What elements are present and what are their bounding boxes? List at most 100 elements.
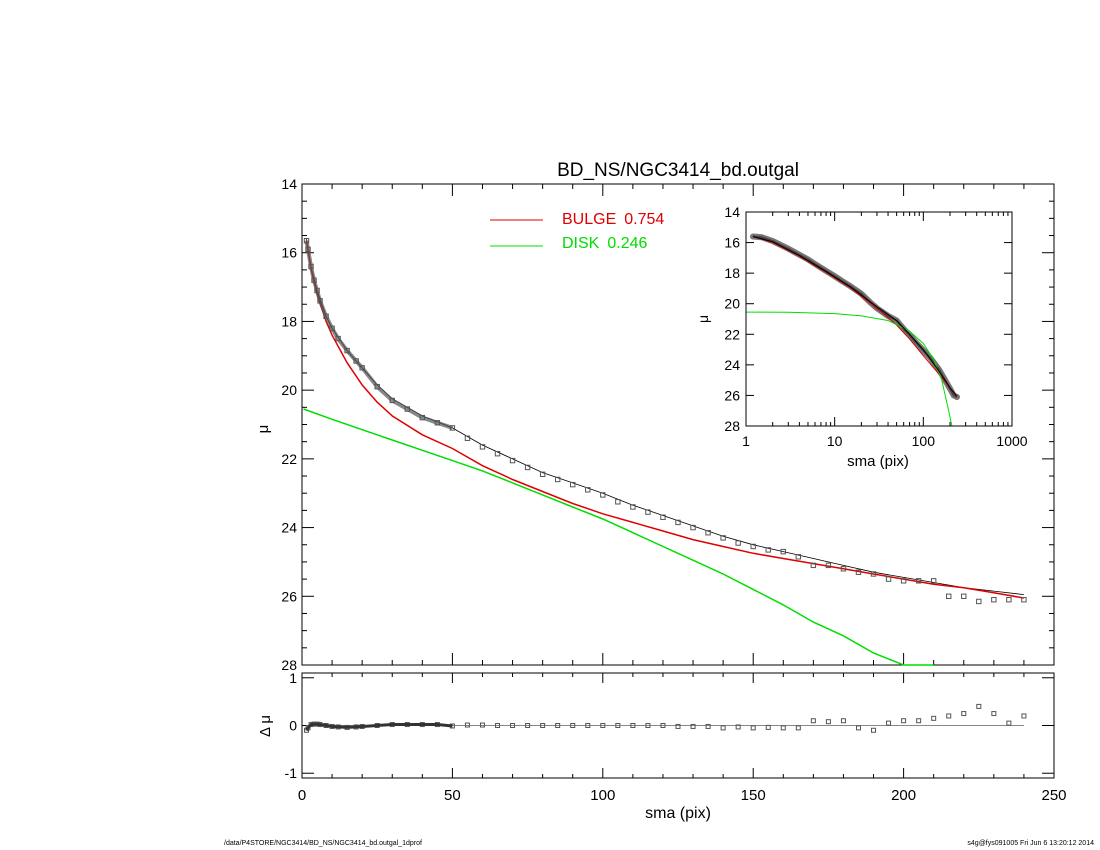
main-data-point [464, 435, 471, 441]
inset-xtick-label: 1000 [996, 433, 1027, 449]
inset-y-axis-label: μ [695, 315, 711, 323]
residual-xtick-label: 250 [1041, 787, 1066, 804]
residual-panel: 10-1 0 50 100 150 200 250 Δ μ sma (pix) [257, 670, 1067, 822]
main-data-point [539, 471, 546, 478]
main-data-point [600, 492, 606, 498]
residual-point [570, 723, 576, 728]
main-ytick-label: 28 [281, 657, 297, 673]
inset-ytick-label: 14 [724, 204, 740, 220]
residual-point [780, 725, 786, 731]
residual-point [510, 723, 516, 728]
inset-ytick-label: 16 [724, 235, 740, 251]
x-axis-label: sma (pix) [645, 805, 711, 822]
residual-point [555, 723, 561, 728]
inset-series-disk [745, 311, 953, 427]
main-ytick-label: 24 [281, 520, 297, 536]
residual-point [525, 723, 531, 728]
residual-ytick-label: 0 [289, 718, 297, 734]
residual-point [916, 718, 922, 724]
main-data-point [645, 509, 651, 515]
main-data-point [855, 569, 862, 575]
main-data-point [991, 597, 997, 603]
main-ytick-label: 18 [281, 313, 297, 329]
legend: BULGE 0.754 DISK 0.246 [490, 211, 664, 252]
main-data-point [735, 540, 741, 546]
residual-point [675, 723, 681, 729]
main-data-point [509, 457, 516, 464]
main-series-bulge [305, 240, 1025, 599]
main-data-point [870, 571, 877, 577]
main-data-point [930, 578, 937, 584]
residual-point [585, 723, 591, 728]
residual-point [615, 723, 621, 728]
main-y-axis-label: μ [255, 425, 272, 434]
inset-x-tick-labels: 1 10 100 1000 [742, 433, 1028, 449]
residual-xtick-label: 0 [298, 787, 306, 804]
residual-point [464, 722, 470, 728]
residual-ytick-label: -1 [285, 765, 298, 781]
residual-point [840, 718, 846, 724]
inset-x-axis-label: sma (pix) [847, 453, 909, 470]
residual-xtick-label: 200 [891, 787, 916, 804]
inset-ytick-label: 24 [724, 357, 740, 373]
inset-ytick-label: 26 [724, 387, 740, 403]
footer-file-path: /data/P4STORE/NGC3414/BD_NS/NGC3414_bd.o… [224, 840, 422, 847]
main-data-point [885, 576, 892, 582]
residual-xtick-label: 100 [590, 787, 615, 804]
residual-point [645, 723, 651, 728]
main-profile-panel: 14 16 18 20 22 24 26 28 μ BULGE 0.754 DISK 0.246 [255, 176, 1055, 673]
inset-series-total [752, 236, 958, 397]
residual-point [690, 723, 696, 729]
residual-point [495, 723, 501, 728]
residual-point [750, 725, 756, 731]
main-data-point [765, 547, 771, 553]
residual-point [886, 720, 892, 726]
residual-point [660, 723, 666, 728]
residual-point [795, 725, 801, 731]
main-data-point [976, 598, 982, 605]
inset-xtick-label: 1 [742, 433, 750, 449]
main-data-point [615, 499, 621, 505]
main-series-disk [303, 408, 934, 666]
main-data-point [961, 593, 967, 599]
main-data-point [554, 476, 561, 483]
residual-y-axis-label: Δ μ [257, 715, 274, 737]
main-data-point [900, 578, 907, 584]
main-data-dense-band [304, 240, 454, 430]
residual-point [630, 723, 636, 728]
residual-point [735, 724, 741, 730]
residual-point [765, 724, 771, 730]
main-ticks [301, 183, 1055, 666]
residual-point [946, 713, 952, 719]
inset-xtick-label: 10 [827, 433, 843, 449]
residual-point [825, 719, 831, 725]
residual-dense-band [305, 722, 453, 732]
main-data-point [750, 543, 756, 550]
inset-series-group [745, 233, 960, 427]
inset-xtick-label: 100 [912, 433, 936, 449]
residual-point [540, 723, 546, 728]
main-data-point [570, 481, 576, 488]
main-ytick-label: 14 [281, 176, 297, 192]
residual-series-group [304, 703, 1027, 733]
residual-point [720, 725, 726, 731]
inset-y-tick-labels: 14 16 18 20 22 24 26 28 [724, 204, 740, 434]
main-data-point [494, 451, 501, 457]
main-data-point [795, 554, 802, 560]
main-ytick-label: 22 [281, 451, 297, 467]
main-data-point [780, 548, 786, 555]
main-data-point [915, 578, 922, 584]
inset-panel: 14 16 18 20 22 24 26 28 1 10 100 1000 μ sma (pix) [695, 204, 1028, 470]
main-data-point [690, 524, 696, 531]
main-ytick-label: 26 [281, 588, 297, 604]
main-data-point [585, 487, 591, 493]
main-ytick-label: 16 [281, 245, 297, 261]
residual-x-tick-labels: 0 50 100 150 200 250 [298, 787, 1067, 804]
residual-point [871, 727, 877, 733]
residual-point [976, 703, 982, 709]
residual-point [855, 725, 861, 731]
main-data-point [946, 593, 952, 599]
main-data-point [524, 464, 531, 471]
residual-point [1021, 713, 1027, 719]
